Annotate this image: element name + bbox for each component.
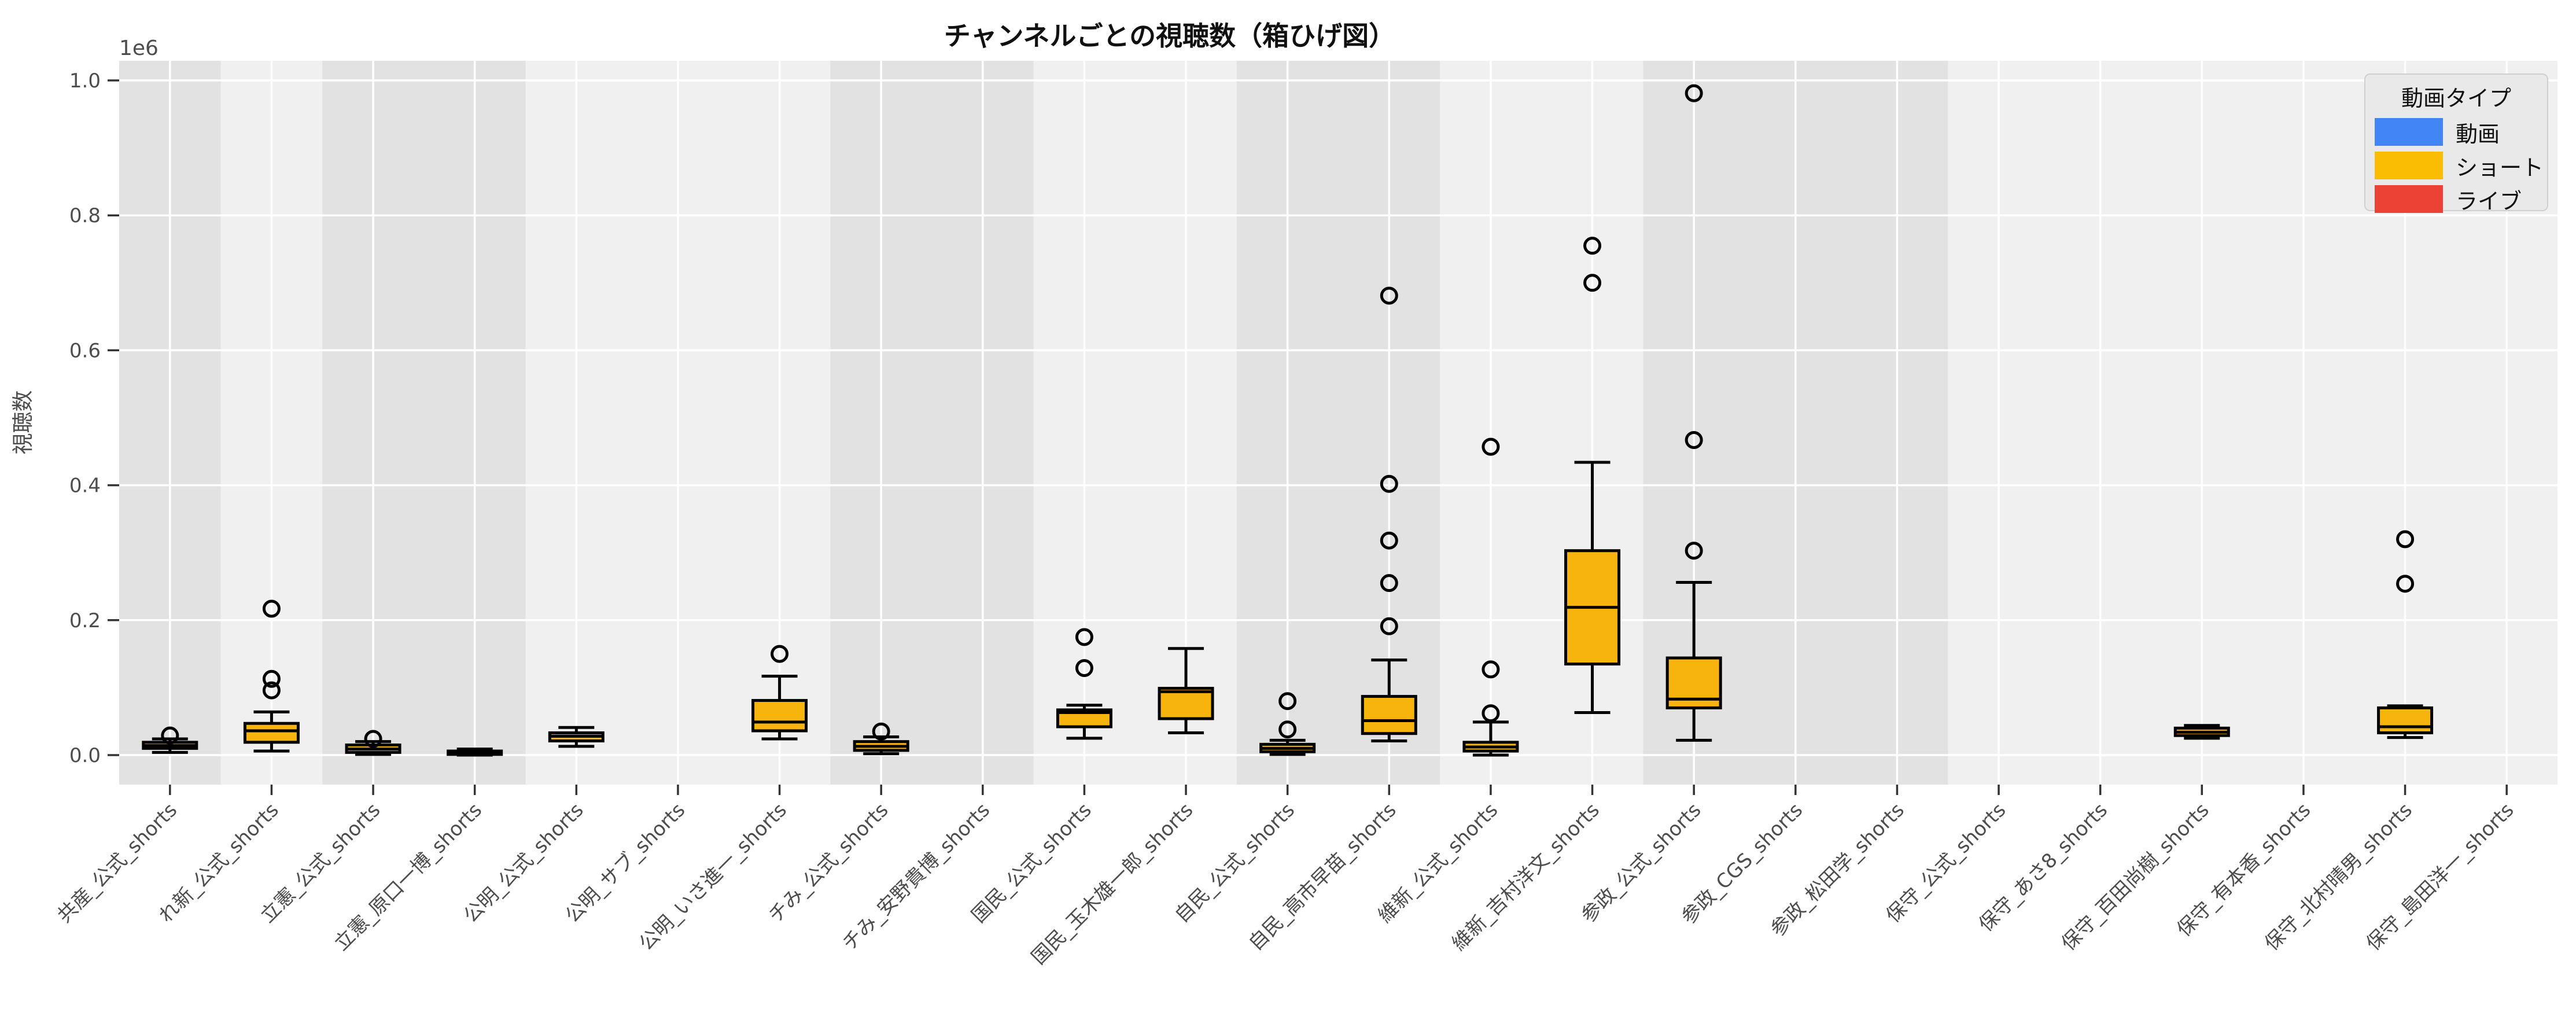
legend-swatch-icon [2375,185,2443,213]
outlier-point [1278,720,1297,739]
party-band-自民 [1236,61,1440,785]
y-axis-title: 視聴数 [10,391,35,455]
outlier-point [1685,430,1703,449]
y-tick-label-2: 0.4 [69,474,101,498]
outlier-point [1685,542,1703,560]
legend: 動画タイプ 動画ショートライブ [2364,73,2548,214]
outlier-point [262,669,281,688]
outlier-point [1482,437,1500,456]
boxplot-公明_いさ進一_shorts [751,645,808,741]
legend-label: 動画 [2456,121,2500,147]
outlier-point [262,599,281,618]
boxplot-立憲_公式_shorts [345,730,401,756]
boxplot-自民_公式_shorts [1259,692,1316,756]
outlier-point [1583,274,1602,292]
iqr-box [1158,687,1214,720]
legend-rows: 動画 ショート ライブ [2375,116,2544,215]
outlier-point [1482,704,1500,723]
outlier-point [1380,574,1398,593]
boxplot-国民_玉木雄一郎_shorts [1158,647,1214,735]
plot-panel [119,61,2557,785]
iqr-box [1361,695,1417,735]
iqr-box [243,722,300,744]
party-band-チみ [830,61,1034,785]
legend-label: ショート [2456,154,2544,181]
outlier-point [1685,84,1703,102]
boxplot-国民_公式_shorts [1056,628,1112,740]
boxplot-自民_高市早苗_shorts [1361,286,1417,743]
outlier-point [2396,575,2415,593]
y-tick-label-1: 0.2 [69,609,101,632]
iqr-box [751,699,808,733]
outlier-point [161,726,179,745]
boxplot-公明_公式_shorts [548,726,605,748]
outlier-point [1583,237,1602,255]
y-tick-label-0: 0.0 [69,744,101,767]
legend-entry-動画: 動画 [2375,116,2538,148]
boxplot-維新_吉村洋文_shorts [1564,237,1621,715]
outlier-point [262,681,281,700]
outlier-point [1075,628,1093,646]
legend-label: ライブ [2456,188,2522,214]
x-tick-label-10: 国民_玉木雄一郎_shorts [1027,798,1197,969]
y-axis-offset-label: 1e6 [119,36,159,60]
boxplot-れ新_公式_shorts [243,599,300,753]
outlier-point [1380,474,1398,493]
outlier-point [2396,530,2415,549]
boxplot-保守_北村晴男_shorts [2377,530,2434,739]
legend-title: 動画タイプ [2401,86,2511,111]
outlier-point [364,730,382,748]
boxplot-チみ_公式_shorts [853,722,909,756]
party-band-立憲 [322,61,526,785]
boxplot-series [142,84,2434,757]
outlier-point [771,645,789,663]
legend-entry-ライブ: ライブ [2375,183,2538,215]
boxplot-立憲_原口一博_shorts [447,748,503,757]
outlier-point [1075,659,1093,678]
boxplot-保守_百田尚樹_shorts [2173,724,2230,740]
y-tick-label-4: 0.8 [69,204,101,227]
outlier-point [1380,531,1398,550]
gridlines [119,61,2557,785]
boxplot-共産_公式_shorts [142,726,198,754]
outlier-point [1278,692,1297,711]
outlier-point [1380,286,1398,305]
legend-entry-ショート: ショート [2375,149,2544,182]
boxplot-維新_公式_shorts [1462,437,1519,757]
iqr-box [2377,706,2434,735]
chart-title: チャンネルごとの視聴数（箱ひげ図） [944,20,1395,51]
y-tick-label-5: 1.0 [69,69,101,93]
outlier-point [1482,660,1500,679]
outlier-point [1380,617,1398,635]
boxplot-参政_公式_shorts [1665,84,1722,742]
legend-swatch-icon [2375,152,2443,179]
y-tick-label-3: 0.6 [69,339,101,362]
outlier-point [872,722,890,741]
legend-swatch-icon [2375,118,2443,146]
